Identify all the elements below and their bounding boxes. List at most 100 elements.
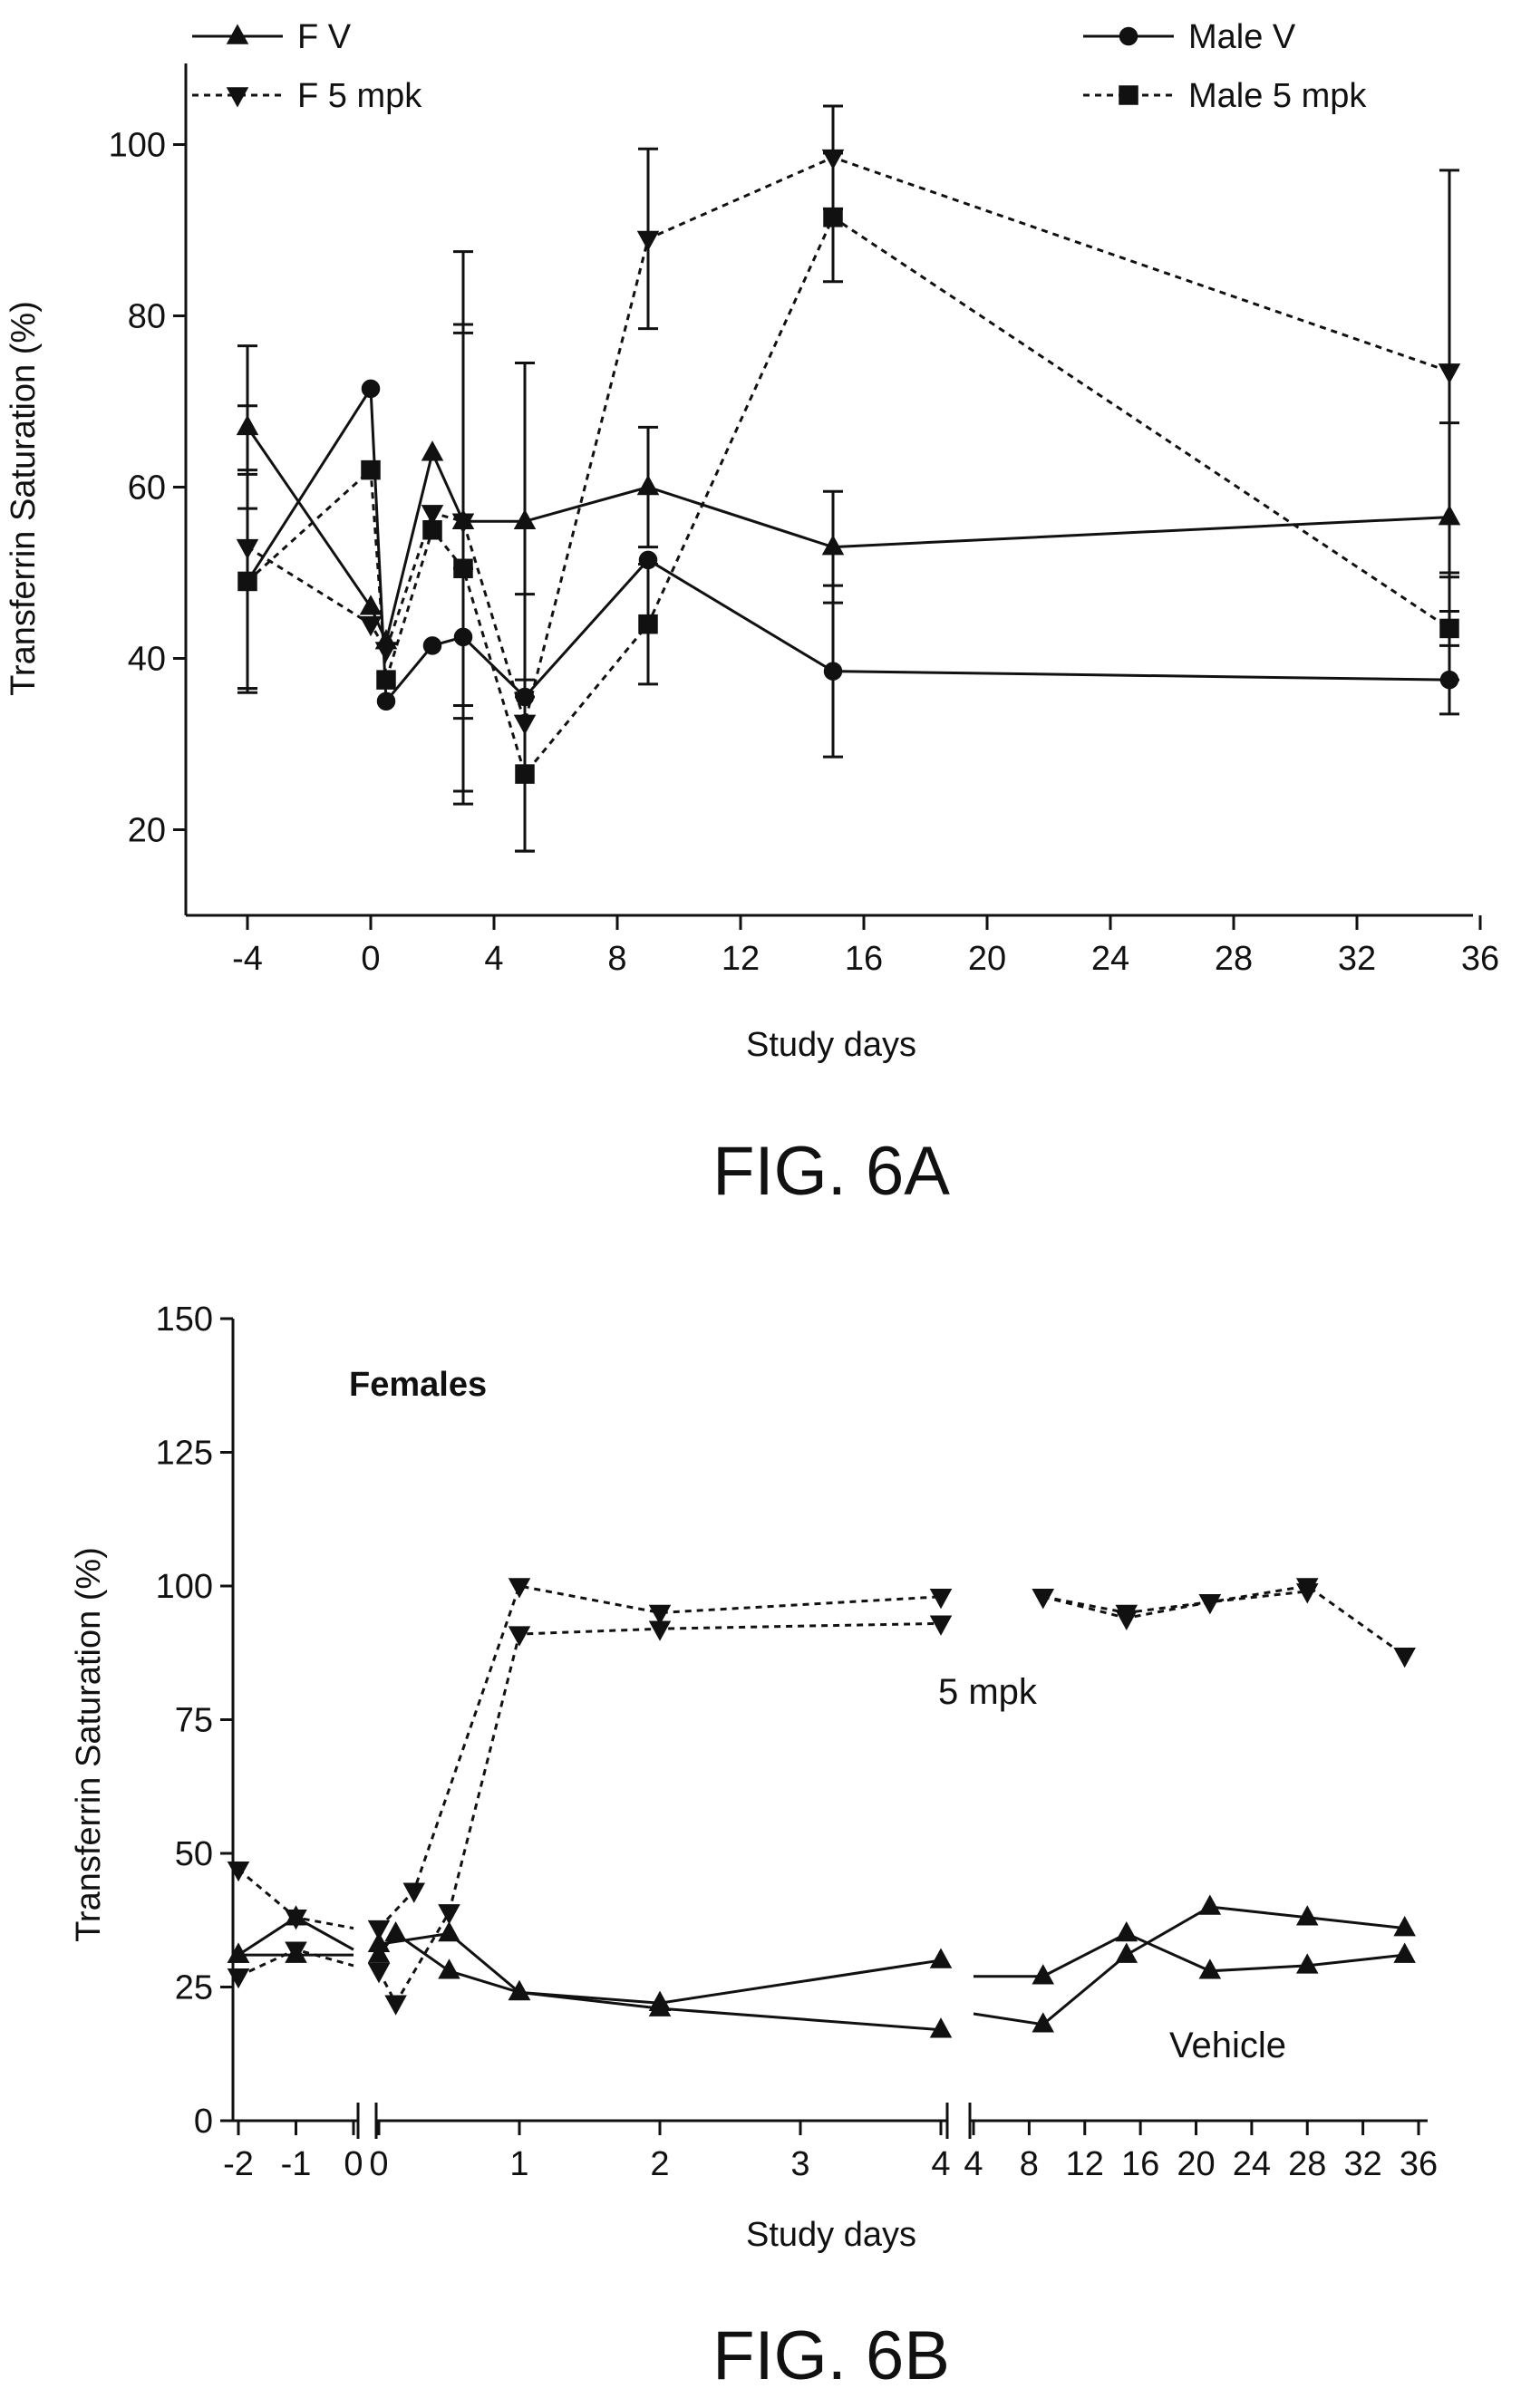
chart-6a-point-male-5-mpk-6 — [638, 614, 658, 634]
chart-6b-point-vehicle-b-1-2 — [438, 1958, 460, 1979]
chart-6b-point-5-mpk-b-1-4 — [648, 1620, 672, 1641]
chart-6b-series-5-mpk-b — [227, 1583, 1319, 2016]
chart-6a-xlabel: Study days — [746, 1026, 916, 1064]
chart-6a-point-f-5-mpk-3 — [421, 505, 444, 526]
chart-6b-series-5-mpk-a — [227, 1578, 1416, 1941]
chart-6a-ylabel: Transferrin Saturation (%) — [5, 301, 43, 696]
chart-6a-series-male-5-mpk — [237, 151, 1459, 853]
chart-6a-line-f-5-mpk — [247, 156, 1450, 728]
chart-6a-point-male-5-mpk-5 — [515, 764, 535, 784]
chart-6b-point-vehicle-b-1-4 — [648, 1996, 672, 2016]
chart-6b-ytick-label-50: 50 — [175, 1835, 213, 1873]
chart-6a-point-male-v-7 — [823, 662, 843, 681]
chart-6b-point-5-mpk-a-1-3 — [648, 1604, 672, 1626]
chart-6a-legend-label: F 5 mpk — [297, 77, 422, 115]
chart-6b-xtick-label-0--2: -2 — [223, 2145, 254, 2183]
chart-6a-legend-label: Male 5 mpk — [1188, 77, 1367, 115]
chart-6a-legend-f-v: F V — [192, 18, 352, 56]
chart-6a-legend-marker — [226, 87, 249, 108]
chart-6b-point-5-mpk-b-2-0 — [1032, 1589, 1054, 1610]
chart-6b-series-vehicle-a — [227, 1894, 1416, 2033]
chart-6b-point-vehicle-b-0-1 — [285, 1942, 307, 1963]
chart-6a-legend-marker — [1119, 26, 1138, 46]
chart-6b-point-5-mpk-a-2-4 — [1393, 1647, 1416, 1668]
chart-6b-xtick-label-1-4: 4 — [931, 2145, 950, 2183]
chart-6b-point-vehicle-a-0-1 — [285, 1905, 307, 1926]
chart-6b-xtick-label-0-0: 0 — [344, 2145, 363, 2183]
chart-6b-line-5-mpk-b-1 — [377, 1621, 942, 2007]
chart-6a-ytick-label-80: 80 — [128, 298, 166, 336]
chart-6a-point-f-v-7 — [821, 535, 845, 556]
chart-6a-point-male-5-mpk-4 — [453, 558, 473, 579]
chart-6a-point-f-v-6 — [636, 474, 660, 496]
chart-6a-point-f-5-mpk-6 — [636, 230, 660, 252]
chart-6b-xtick-label-2-36: 36 — [1400, 2145, 1438, 2183]
chart-6a-point-male-5-mpk-2 — [376, 670, 396, 690]
chart-6a-xtick-label-20: 20 — [968, 940, 1006, 978]
chart-6a-point-f-v-3 — [421, 440, 444, 461]
chart-6b-point-vehicle-b-2-1 — [1032, 1964, 1054, 1985]
chart-6b-xtick-label-1-1: 1 — [509, 2145, 528, 2183]
chart-6a-legend-male-v: Male V — [1083, 18, 1296, 56]
chart-6a-point-male-v-3 — [422, 636, 442, 655]
chart-6b-point-vehicle-b-2-2 — [1115, 1920, 1138, 1942]
chart-6b-point-vehicle-a-2-1 — [1032, 2012, 1054, 2033]
chart-6b-point-5-mpk-a-1-4 — [929, 1589, 953, 1610]
chart-6b-point-5-mpk-a-0-0 — [227, 1861, 250, 1882]
chart-6a-point-male-5-mpk-8 — [1439, 618, 1459, 639]
chart-6b-xtick-label-0--1: -1 — [281, 2145, 312, 2183]
chart-6a-legend-marker — [226, 24, 249, 44]
chart-6b-point-vehicle-a-2-4 — [1295, 1905, 1319, 1926]
chart-6a-point-male-5-mpk-3 — [422, 520, 442, 540]
chart-6b-point-5-mpk-b-2-1 — [1115, 1610, 1138, 1630]
chart-6a-point-f-v-5 — [513, 508, 537, 530]
chart-6b-xtick-label-2-24: 24 — [1233, 2145, 1271, 2183]
chart-6b-point-vehicle-b-1-1 — [384, 1920, 407, 1942]
chart-6b-point-vehicle-b-2-4 — [1295, 1953, 1319, 1974]
chart-6b-xtick-label-1-3: 3 — [790, 2145, 809, 2183]
chart-6a-xtick-label-24: 24 — [1091, 940, 1129, 978]
chart-6b-ytick-label-100: 100 — [156, 1568, 213, 1606]
chart-6b-point-5-mpk-b-0-0 — [227, 1968, 250, 1989]
chart-6a-legend-marker — [1119, 85, 1138, 105]
chart-6b-point-5-mpk-b-1-3 — [508, 1626, 531, 1647]
chart-6b-point-5-mpk-a-1-2 — [508, 1578, 531, 1599]
chart-6a-point-male-5-mpk-0 — [237, 571, 257, 592]
chart-6b-xtick-label-2-32: 32 — [1343, 2145, 1381, 2183]
chart-6b-point-5-mpk-a-1-1 — [402, 1882, 426, 1903]
chart-6b-point-vehicle-a-2-5 — [1393, 1916, 1416, 1937]
chart-6a: 20 40 60 80 100 -4 0 4 8 12 16 20 24 28 32 36 F V F 5 mpk… — [109, 18, 1500, 978]
chart-6b-point-5-mpk-b-2-3 — [1295, 1583, 1319, 1604]
chart-6b-point-vehicle-a-1-4 — [929, 1948, 953, 1968]
chart-6a-series-male-v — [237, 379, 1459, 759]
chart-6a-xtick-label-36: 36 — [1461, 940, 1499, 978]
chart-6a-legend-f-5-mpk: F 5 mpk — [192, 77, 422, 115]
chart-6b-point-vehicle-b-2-5 — [1393, 1942, 1416, 1963]
chart-6b-point-vehicle-a-2-2 — [1115, 1942, 1138, 1963]
chart-6b-xlabel: Study days — [746, 2216, 916, 2254]
chart-6a-point-male-5-mpk-1 — [361, 459, 381, 480]
chart-6b-xtick-label-2-28: 28 — [1288, 2145, 1326, 2183]
chart-6a-point-f-5-mpk-1 — [359, 615, 383, 637]
chart-6b-xtick-label-2-16: 16 — [1121, 2145, 1159, 2183]
chart-6a-legend-male-5-mpk: Male 5 mpk — [1083, 77, 1367, 115]
chart-6b-line-vehicle-b-2 — [974, 1931, 1405, 1978]
chart-6b-annotation-5mpk: 5 mpk — [938, 1672, 1038, 1712]
chart-6b-point-vehicle-b-1-0 — [367, 1942, 391, 1963]
chart-6b-panel-title: Females — [349, 1366, 487, 1404]
chart-6a-xtick-label-8: 8 — [607, 940, 626, 978]
chart-6a-ytick-label-20: 20 — [128, 812, 166, 850]
chart-6a-xtick-label-16: 16 — [845, 940, 883, 978]
chart-6a-legend-label: Male V — [1188, 18, 1296, 56]
chart-6b-point-vehicle-b-0-0 — [227, 1942, 250, 1963]
chart-6b-annotation-vehicle: Vehicle — [1169, 2026, 1286, 2065]
chart-6b-point-vehicle-b-1-3 — [508, 1979, 531, 2001]
chart-6b-xtick-label-2-12: 12 — [1066, 2145, 1104, 2183]
chart-6b-xtick-label-2-20: 20 — [1177, 2145, 1215, 2183]
chart-6b-point-5-mpk-b-1-2 — [438, 1904, 460, 1925]
chart-6b-line-5-mpk-a-2 — [1042, 1584, 1406, 1657]
chart-6b-point-5-mpk-a-1-0 — [367, 1920, 391, 1941]
chart-6a-point-f-5-mpk-2 — [374, 642, 398, 662]
